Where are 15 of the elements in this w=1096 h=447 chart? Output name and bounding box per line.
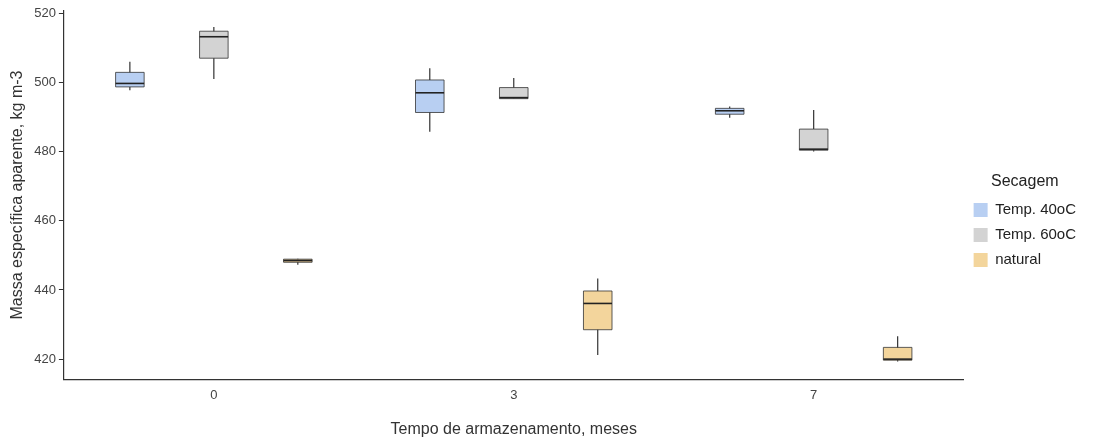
x-tick-label: 3 [510,386,518,402]
x-tick-label: 0 [210,386,218,402]
y-tick-label: 480 [34,143,56,159]
x-tick-label: 7 [810,386,818,402]
y-axis-title: Massa específica aparente, kg m-3 [8,70,26,320]
y-tick-label: 500 [34,73,56,89]
y-tick-label: 440 [34,281,56,297]
legend-label: Temp. 40oC [995,200,1077,218]
y-tick-label: 420 [34,350,56,366]
legend-title: Secagem [991,171,1059,189]
y-tick-label: 520 [34,4,56,20]
x-axis-title: Tempo de armazenamento, meses [390,419,637,437]
legend-label: Temp. 60oC [995,225,1077,243]
legend-label: natural [995,250,1041,268]
y-tick-label: 460 [34,212,56,228]
